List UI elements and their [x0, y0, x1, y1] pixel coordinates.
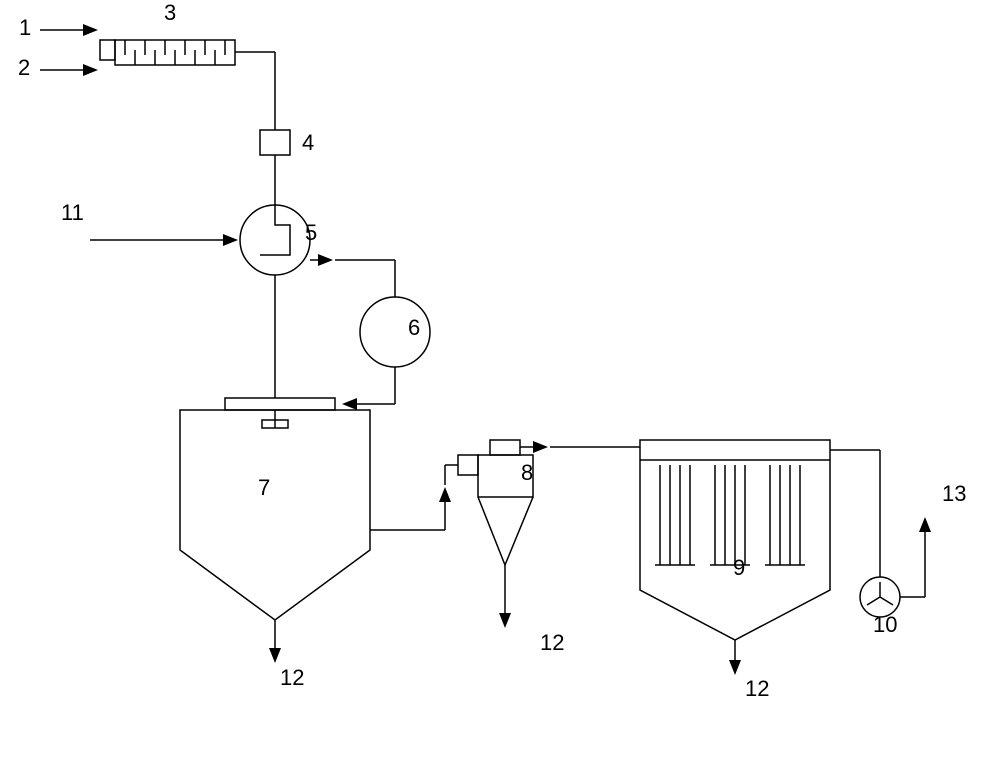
label-8: 8 — [521, 460, 533, 485]
label-4: 4 — [302, 130, 314, 155]
label-2: 2 — [18, 55, 30, 80]
label-7: 7 — [258, 475, 270, 500]
label-11: 11 — [61, 200, 84, 225]
label-10: 10 — [873, 612, 897, 637]
label-3: 3 — [164, 0, 176, 25]
label-5: 5 — [305, 220, 317, 245]
mixer-unit-3 — [115, 40, 235, 65]
unit-5-separator — [240, 205, 310, 275]
inlet-box — [100, 40, 115, 60]
label-1: 1 — [19, 15, 31, 40]
tank-7 — [180, 398, 370, 620]
label-12c: 12 — [745, 676, 769, 701]
label-12b: 12 — [540, 630, 564, 655]
process-diagram: 1 2 3 4 5 6 7 8 9 10 11 12 12 12 13 — [0, 0, 1000, 764]
label-6: 6 — [408, 315, 420, 340]
label-12a: 12 — [280, 665, 304, 690]
unit-4 — [260, 130, 290, 155]
baghouse-9 — [640, 440, 830, 640]
fan-10 — [860, 577, 900, 617]
label-9: 9 — [733, 555, 745, 580]
label-13: 13 — [942, 481, 966, 506]
cyclone-8 — [458, 440, 533, 565]
